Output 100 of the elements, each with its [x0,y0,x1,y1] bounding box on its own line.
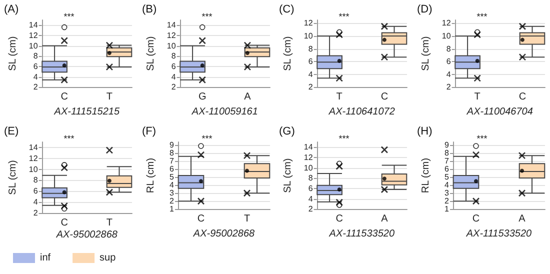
annotation: *** [64,134,75,144]
y-tick-label: 12 [304,152,314,162]
y-axis-title: SL (cm) [8,160,18,195]
annotation: *** [201,12,212,22]
annotation: *** [338,134,350,144]
y-tick-label: 14 [28,20,38,30]
y-tick-label: 6 [308,57,314,66]
x-tick-label: C [60,92,68,103]
y-tick-label: 10 [28,41,38,50]
y-tick-label: 7 [444,156,450,166]
y-tick-label: 7 [169,156,174,166]
y-tick-label: 6 [446,57,451,66]
x-axis-title: AX-111533520 [464,228,532,240]
annotation: *** [476,12,488,22]
y-tick-label: 14 [304,142,314,152]
y-tick-label: 4 [170,72,176,82]
y-tick-label: 8 [308,44,314,54]
chart-title: (G) [279,126,295,138]
y-tick-label: 2 [446,82,451,92]
x-tick-label: T [474,92,480,103]
y-tick-label: 6 [33,62,38,71]
y-axis-title: SL (cm) [145,36,156,71]
y-tick-label: 6 [33,186,38,196]
x-axis-title: AX-110059161 [190,106,258,118]
chart-title: (A) [4,4,19,16]
x-tick-label: C [336,214,343,225]
y-tick-label: 6 [444,164,450,174]
y-tick-label: 12 [441,18,451,28]
chart-title: (C) [279,4,294,16]
y-tick-label: 9 [444,140,450,150]
y-tick-label: 6 [308,184,314,193]
y-tick-label: 10 [166,41,176,50]
x-tick-label: T [106,92,113,103]
annotation: *** [338,12,350,22]
y-tick-label: 1 [444,204,450,214]
y-tick-label: 12 [28,154,38,163]
legend-label: inf [40,252,51,264]
y-axis-title: RL (cm) [145,158,156,194]
x-tick-label: C [196,214,204,225]
y-tick-label: 14 [166,20,176,30]
y-tick-label: 2 [170,82,176,92]
x-tick-label: A [244,92,251,103]
y-tick-label: 10 [28,164,38,174]
y-tick-label: 2 [444,196,450,206]
x-axis-title: AX-95002868 [192,228,255,240]
y-tick-label: 8 [170,52,176,61]
x-tick-label: T [336,92,342,103]
y-tick-label: 8 [444,148,450,158]
y-tick-label: 8 [446,44,451,54]
y-tick-label: 4 [308,70,314,79]
y-tick-label: 2 [169,196,174,206]
legend-label: sup [100,252,116,264]
x-axis-title: AX-111533520 [328,228,395,240]
y-tick-label: 8 [308,174,314,183]
x-tick-label: A [518,214,526,225]
y-tick-label: 6 [169,164,174,174]
x-axis-title: AX-95002868 [55,230,118,240]
y-tick-label: 14 [28,142,38,152]
x-tick-label: T [106,218,113,228]
chart-title: (D) [416,4,432,16]
y-tick-label: 9 [169,140,174,150]
y-tick-label: 2 [33,82,38,92]
y-axis-title: RL (cm) [420,158,431,194]
y-tick-label: 8 [33,52,38,61]
y-tick-label: 3 [444,188,450,198]
y-tick-label: 10 [304,163,314,172]
x-tick-label: A [381,214,388,225]
chart-title: (E) [4,126,19,138]
y-tick-label: 4 [169,180,174,190]
y-tick-label: 4 [33,198,38,207]
annotation: *** [64,12,75,22]
x-axis-title: AX-111515215 [53,106,120,118]
y-tick-label: 2 [308,204,314,214]
x-axis-title: AX-110046704 [465,106,533,118]
y-tick-label: 2 [33,208,38,218]
x-tick-label: C [472,214,480,225]
y-tick-label: 12 [304,18,314,28]
chart-title: (H) [416,126,432,138]
chart-title: (F) [142,126,156,138]
y-tick-label: 1 [169,204,174,214]
annotation: *** [476,134,488,144]
y-tick-label: 12 [28,30,38,40]
y-tick-label: 4 [446,70,451,79]
y-tick-label: 3 [169,188,174,198]
y-tick-label: 8 [33,176,38,185]
x-tick-label: C [518,92,526,103]
y-axis-title: SL (cm) [420,36,431,71]
y-tick-label: 4 [33,72,38,82]
y-tick-label: 10 [304,31,314,40]
y-tick-label: 2 [308,82,314,92]
y-tick-label: 5 [444,172,450,182]
y-axis-title: SL (cm) [8,36,18,71]
y-tick-label: 10 [441,31,451,40]
y-axis-title: SL (cm) [282,36,294,71]
y-tick-label: 4 [444,180,450,190]
x-tick-label: G [198,92,206,103]
y-axis-title: SL (cm) [282,158,294,193]
y-tick-label: 12 [166,30,176,40]
chart-title: (B) [142,4,156,16]
x-tick-label: C [60,218,68,228]
